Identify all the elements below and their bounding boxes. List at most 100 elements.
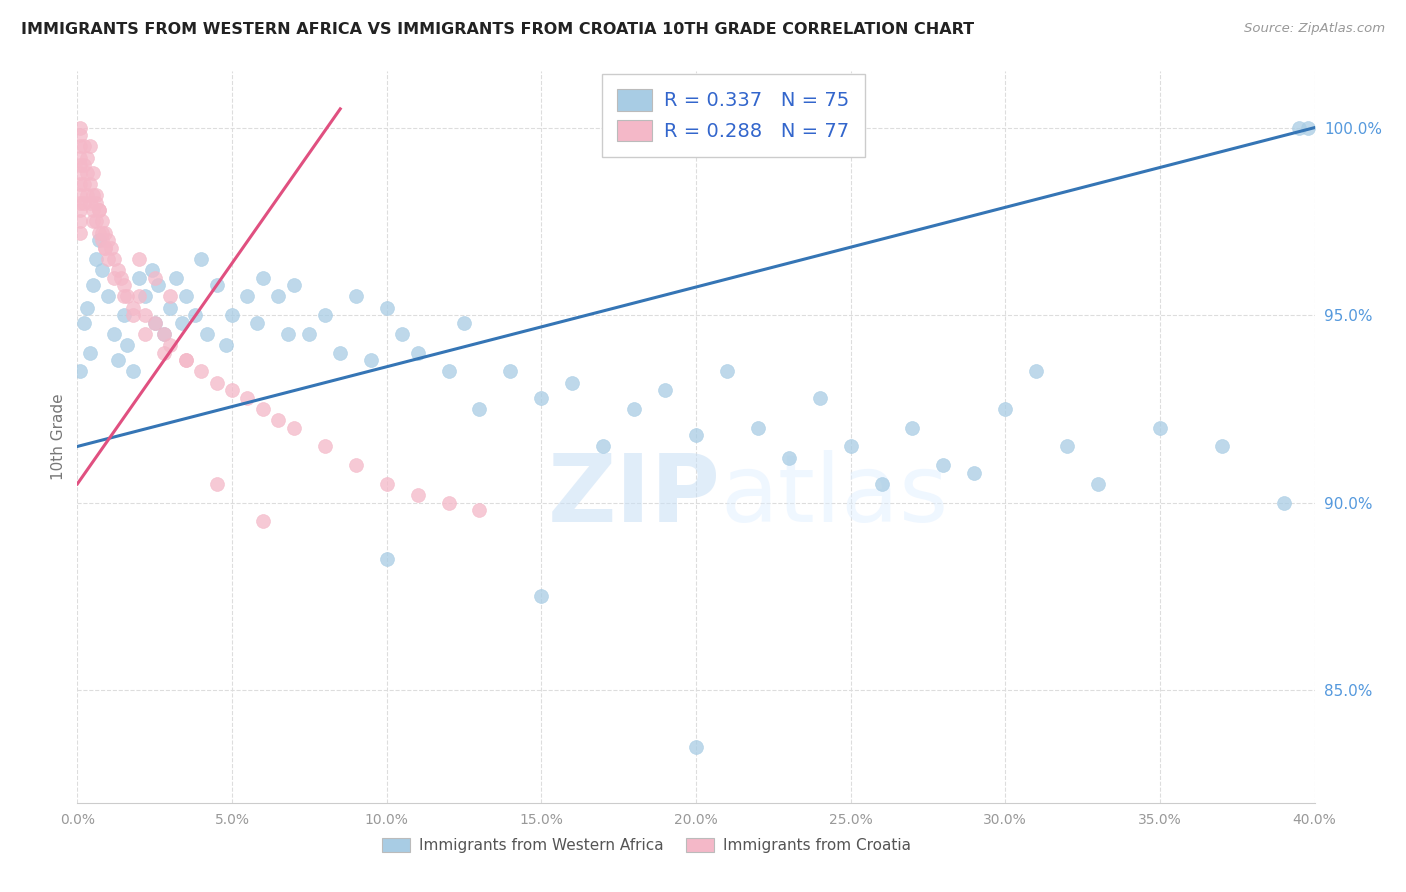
Point <box>252 515 274 529</box>
Point <box>221 383 243 397</box>
Point <box>76 166 98 180</box>
Point <box>716 364 738 378</box>
Point <box>103 270 125 285</box>
Point <box>747 420 769 434</box>
Point <box>1272 496 1295 510</box>
Point <box>499 364 522 378</box>
Point <box>685 739 707 754</box>
Point <box>360 353 382 368</box>
Point <box>153 326 176 341</box>
Point <box>122 364 145 378</box>
Point <box>654 383 676 397</box>
Point <box>72 195 94 210</box>
Point <box>283 278 305 293</box>
Point <box>283 420 305 434</box>
Point <box>153 345 176 359</box>
Point <box>1025 364 1047 378</box>
Point <box>69 120 91 135</box>
Point <box>97 252 120 266</box>
Point <box>406 488 429 502</box>
Point <box>87 226 110 240</box>
Point <box>134 326 156 341</box>
Point <box>94 226 117 240</box>
Point <box>215 338 238 352</box>
Point <box>246 316 269 330</box>
Point <box>91 263 114 277</box>
Point <box>72 158 94 172</box>
Point <box>994 401 1017 416</box>
Point <box>453 316 475 330</box>
Point <box>174 353 197 368</box>
Point <box>69 214 91 228</box>
Point <box>277 326 299 341</box>
Point <box>252 270 274 285</box>
Point <box>69 203 91 218</box>
Point <box>107 263 129 277</box>
Point <box>174 289 197 303</box>
Point <box>103 326 125 341</box>
Point <box>165 270 187 285</box>
Point <box>79 195 101 210</box>
Point <box>128 252 150 266</box>
Point <box>82 278 104 293</box>
Point <box>314 308 336 322</box>
Point <box>592 440 614 454</box>
Point <box>141 263 163 277</box>
Point <box>69 151 91 165</box>
Point <box>205 477 228 491</box>
Point <box>437 496 460 510</box>
Point <box>143 316 166 330</box>
Point <box>375 301 398 315</box>
Point <box>344 289 367 303</box>
Legend: Immigrants from Western Africa, Immigrants from Croatia: Immigrants from Western Africa, Immigran… <box>374 830 918 861</box>
Point <box>69 139 91 153</box>
Point <box>298 326 321 341</box>
Point <box>1298 120 1320 135</box>
Point <box>110 270 132 285</box>
Point <box>932 458 955 473</box>
Point <box>530 391 553 405</box>
Point <box>84 188 107 202</box>
Point <box>153 326 176 341</box>
Point <box>84 195 107 210</box>
Point <box>314 440 336 454</box>
Point <box>122 308 145 322</box>
Point <box>143 316 166 330</box>
Point <box>1211 440 1233 454</box>
Point <box>69 188 91 202</box>
Point <box>97 233 120 247</box>
Text: atlas: atlas <box>721 450 949 541</box>
Point <box>146 278 169 293</box>
Point <box>1087 477 1109 491</box>
Point <box>468 503 491 517</box>
Point <box>1288 120 1310 135</box>
Point <box>190 252 212 266</box>
Point <box>134 289 156 303</box>
Y-axis label: 10th Grade: 10th Grade <box>51 393 66 481</box>
Point <box>82 214 104 228</box>
Point <box>69 177 91 191</box>
Point <box>72 177 94 191</box>
Point <box>69 158 91 172</box>
Point <box>205 376 228 390</box>
Point <box>159 301 181 315</box>
Point <box>221 308 243 322</box>
Point <box>267 289 290 303</box>
Point <box>236 289 259 303</box>
Point <box>159 289 181 303</box>
Text: ZIP: ZIP <box>548 450 721 541</box>
Point <box>437 364 460 378</box>
Point <box>103 252 125 266</box>
Point <box>329 345 352 359</box>
Point <box>79 345 101 359</box>
Point <box>79 139 101 153</box>
Point <box>963 466 986 480</box>
Point <box>134 308 156 322</box>
Point <box>69 226 91 240</box>
Point <box>205 278 228 293</box>
Point <box>76 151 98 165</box>
Point <box>561 376 583 390</box>
Point <box>344 458 367 473</box>
Point <box>1056 440 1078 454</box>
Point <box>159 338 181 352</box>
